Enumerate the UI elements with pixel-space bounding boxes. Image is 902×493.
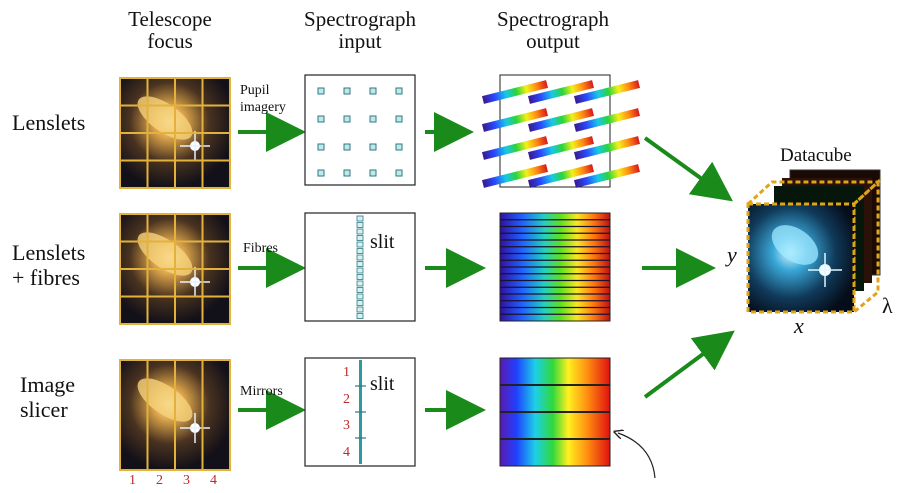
- slice-number-3: 3: [183, 473, 190, 488]
- output-lenslet-spectra: [482, 74, 640, 188]
- row-label-lenslets-fibres: Lenslets + fibres: [12, 240, 85, 291]
- telescope-image-fibres: [119, 213, 231, 325]
- telescope-image-slicer: [119, 359, 231, 471]
- slit-label-slicer: slit: [370, 373, 395, 395]
- slice-number-1: 1: [129, 473, 136, 488]
- label-pupil-imagery: Pupil imagery: [240, 83, 286, 117]
- datacube-axis-lambda: λ: [882, 293, 893, 318]
- row-slicer-line2: slicer: [20, 397, 68, 423]
- row-fibres-line2: + fibres: [12, 265, 80, 291]
- pointer-arrow: [618, 433, 656, 479]
- label-mirrors: Mirrors: [240, 384, 283, 399]
- row-label-lenslets: Lenslets: [12, 110, 85, 135]
- label-pupil-line2: imagery: [240, 99, 286, 115]
- arrows-to-input: [238, 112, 306, 430]
- slit-number-1: 1: [343, 365, 350, 380]
- slit-label-fibres: slit: [370, 231, 395, 253]
- arrows-to-output: [425, 112, 486, 430]
- header-telescope-line2: focus: [147, 29, 193, 54]
- row-fibres-line1: Lenslets: [12, 240, 86, 265]
- row-slicer-line1: Image: [20, 372, 75, 397]
- header-output-line2: output: [526, 29, 580, 54]
- header-spectrograph-output: Spectrograph output: [473, 8, 633, 52]
- telescope-image-lenslets: [119, 77, 231, 189]
- datacube-axis-y: y: [727, 242, 737, 267]
- label-pupil-line1: Pupil: [240, 83, 270, 98]
- input-fibre-slit: [304, 212, 416, 322]
- header-output-line1: Spectrograph: [497, 7, 609, 31]
- datacube-title: Datacube: [780, 145, 852, 166]
- slit-number-2: 2: [343, 392, 350, 407]
- row-label-image-slicer: Image slicer: [20, 372, 75, 423]
- datacube-axis-x: x: [794, 313, 804, 338]
- header-telescope-focus: Telescope focus: [90, 8, 250, 52]
- label-fibres: Fibres: [243, 241, 278, 256]
- input-slicer-slit: [304, 357, 416, 467]
- slice-number-2: 2: [156, 473, 163, 488]
- output-slicer-spectra: [499, 357, 611, 467]
- slice-number-4: 4: [210, 473, 217, 488]
- header-spectrograph-input: Spectrograph input: [280, 8, 440, 52]
- slit-number-3: 3: [343, 418, 350, 433]
- input-lenslet-pupils: [304, 74, 416, 186]
- arrows-to-datacube: [642, 136, 735, 399]
- row-lenslets-line1: Lenslets: [12, 110, 86, 135]
- output-fibre-spectra: [499, 212, 611, 322]
- header-telescope-line1: Telescope: [128, 7, 212, 31]
- datacube: [744, 169, 882, 316]
- header-input-line1: Spectrograph: [304, 7, 416, 31]
- slit-number-4: 4: [343, 445, 350, 460]
- header-input-line2: input: [338, 29, 382, 54]
